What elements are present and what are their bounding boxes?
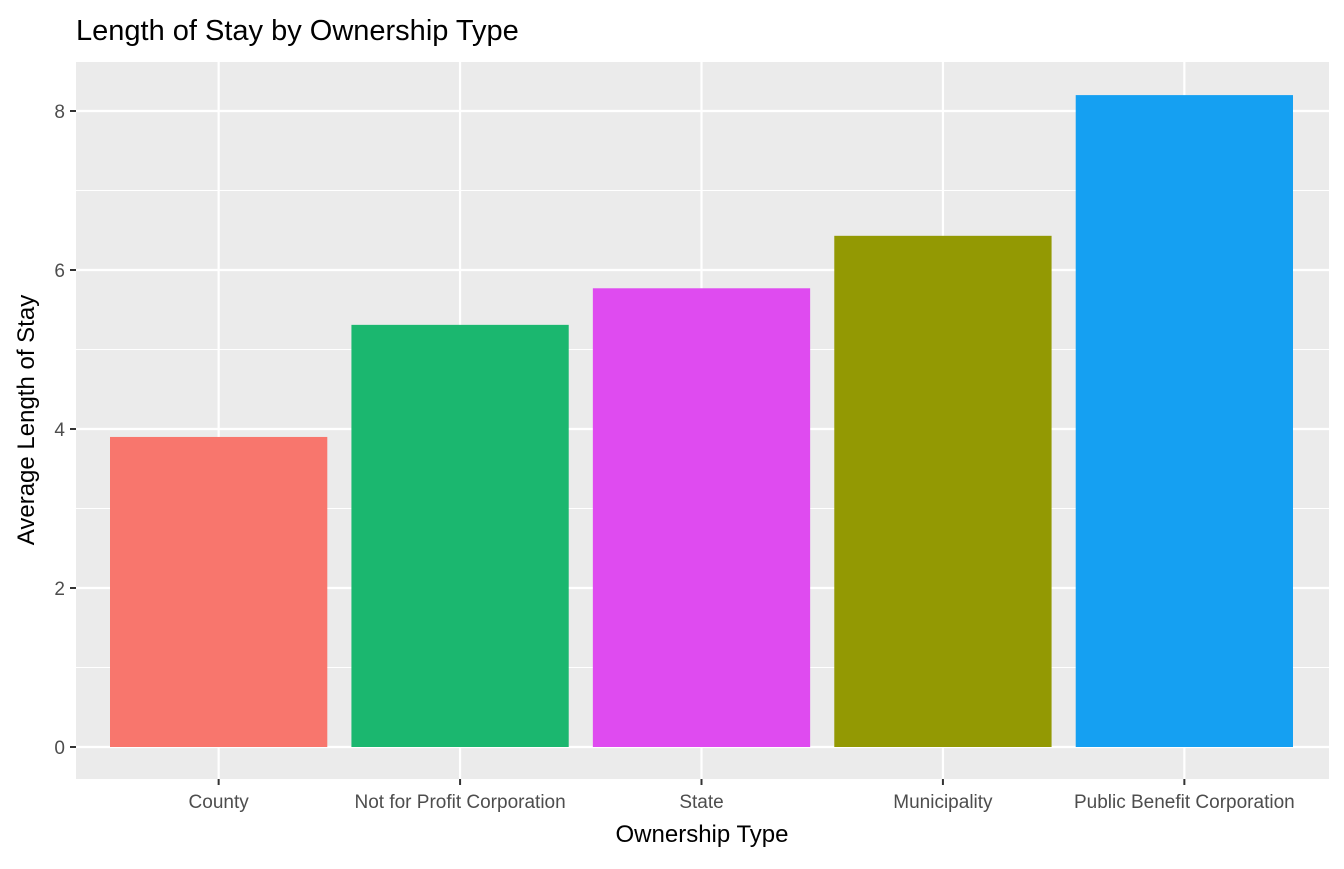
x-tick-label: Municipality bbox=[893, 792, 993, 813]
chart-title: Length of Stay by Ownership Type bbox=[76, 15, 519, 47]
y-tick-label: 2 bbox=[54, 579, 65, 600]
x-axis: County Not for Profit Corporation State Mun… bbox=[189, 779, 1295, 813]
y-tick-label: 6 bbox=[54, 261, 65, 282]
bar-municipality bbox=[834, 235, 1052, 747]
bar-public-benefit-corporation bbox=[1075, 95, 1293, 748]
x-tick-label: Public Benefit Corporation bbox=[1074, 792, 1295, 813]
y-tick-label: 4 bbox=[54, 420, 65, 441]
bars bbox=[110, 95, 1293, 748]
y-tick-label: 8 bbox=[54, 102, 65, 123]
y-axis: 0 2 4 6 8 bbox=[54, 102, 76, 759]
bar-state bbox=[592, 288, 811, 747]
bar-not-for-profit-corporation bbox=[351, 324, 569, 747]
y-tick-label: 0 bbox=[54, 738, 65, 759]
x-tick-label: State bbox=[679, 792, 723, 813]
x-tick-label: Not for Profit Corporation bbox=[354, 792, 565, 813]
bar-county bbox=[110, 436, 328, 747]
y-axis-title: Average Length of Stay bbox=[13, 295, 40, 545]
x-tick-label: County bbox=[189, 792, 250, 813]
x-axis-title: Ownership Type bbox=[616, 821, 789, 848]
